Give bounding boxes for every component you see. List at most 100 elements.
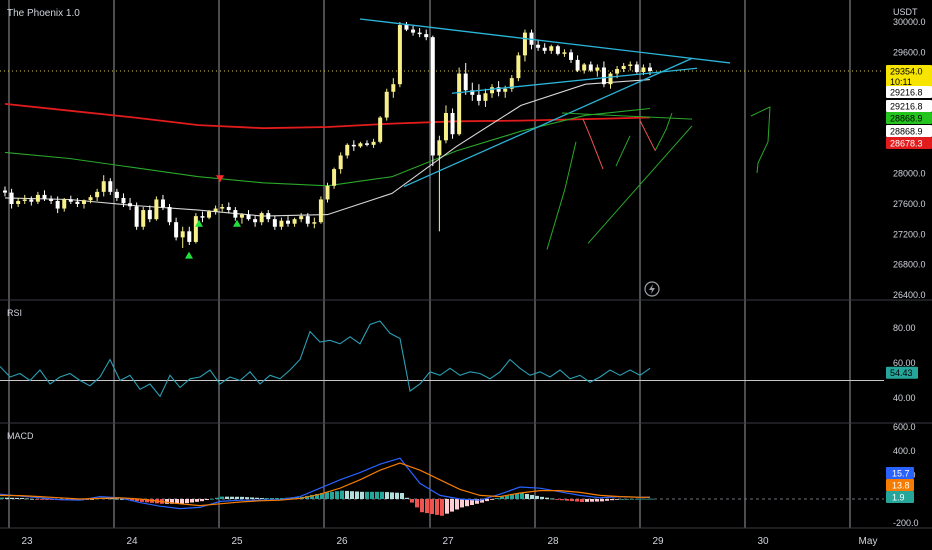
- macd-histogram-bar: [605, 499, 609, 501]
- macd-histogram-bar: [250, 497, 254, 499]
- x-tick-label: 24: [126, 536, 138, 547]
- x-tick-label: 26: [336, 536, 348, 547]
- macd-value-label: 13.8: [892, 481, 910, 491]
- macd-histogram-bar: [170, 499, 174, 504]
- candle-body: [476, 94, 481, 101]
- macd-histogram-bar: [460, 499, 464, 508]
- candle-body: [529, 32, 534, 45]
- candle-body: [141, 210, 146, 227]
- price-pane[interactable]: [0, 18, 884, 259]
- candle-body: [509, 78, 514, 89]
- macd-histogram-bar: [145, 499, 149, 503]
- candle-body: [391, 84, 396, 92]
- macd-histogram-bar: [280, 498, 284, 499]
- macd-histogram-bar: [120, 499, 124, 500]
- macd-histogram-bar: [535, 495, 539, 499]
- candle-body: [3, 190, 7, 193]
- candle-body: [305, 216, 310, 224]
- macd-histogram-bar: [175, 499, 179, 504]
- candle-body: [569, 52, 574, 60]
- pane-separators: [0, 299, 932, 529]
- macd-histogram-bar: [20, 498, 24, 499]
- macd-histogram-bar: [555, 499, 559, 500]
- macd-histogram-bar: [335, 491, 339, 499]
- replay-icon[interactable]: [644, 281, 660, 297]
- candle-body: [588, 64, 593, 71]
- macd-pane[interactable]: [0, 457, 884, 516]
- candle-body: [628, 64, 633, 66]
- candle-body: [397, 25, 402, 85]
- macd-histogram-bar: [470, 499, 474, 505]
- macd-histogram-bar: [240, 496, 244, 499]
- x-tick-label: 28: [547, 536, 559, 547]
- macd-histogram-bar: [370, 491, 374, 499]
- macd-histogram-bar: [345, 490, 349, 499]
- candle-body: [608, 73, 613, 85]
- macd-histogram-bar: [190, 499, 194, 503]
- candle-body: [437, 140, 442, 156]
- candle-body: [147, 210, 152, 220]
- macd-value-label: 1.9: [892, 493, 905, 503]
- candle-body: [312, 222, 317, 224]
- macd-histogram-bar: [115, 498, 119, 500]
- candle-body: [272, 219, 277, 227]
- candle-body: [160, 199, 165, 208]
- macd-histogram-bar: [585, 499, 589, 502]
- macd-histogram-bar: [450, 499, 454, 512]
- macd-histogram-bar: [5, 497, 9, 499]
- macd-histogram-bar: [110, 498, 114, 500]
- x-tick-label: 29: [652, 536, 664, 547]
- x-tick-label: 30: [757, 536, 769, 547]
- x-tick-label: 27: [442, 536, 454, 547]
- macd-histogram-bar: [410, 499, 414, 503]
- macd-histogram-bar: [210, 498, 214, 500]
- macd-histogram-bar: [220, 496, 224, 499]
- candle-body: [332, 169, 337, 186]
- sell-signal-marker: [216, 175, 224, 183]
- macd-histogram-bar: [180, 499, 184, 504]
- candle-body: [114, 191, 119, 198]
- candle-body: [555, 46, 560, 54]
- candle-body: [621, 65, 626, 70]
- rsi-value-box: [886, 366, 918, 379]
- candle-body: [180, 231, 185, 238]
- candle-body: [562, 52, 567, 54]
- candle-body: [95, 191, 100, 198]
- candle-body: [542, 47, 547, 51]
- price-label-box: [886, 86, 932, 98]
- macd-histogram-bar: [380, 491, 384, 499]
- rsi-title: RSI: [7, 308, 22, 318]
- macd-histogram-bar: [35, 499, 39, 500]
- price-tick-label: 26800.0: [893, 260, 926, 270]
- x-tick-label: 23: [21, 536, 33, 547]
- candle-body: [384, 91, 389, 118]
- rsi-tick-label: 80.00: [893, 323, 916, 333]
- price-label-value: 28868.9: [890, 127, 923, 137]
- candle-body: [450, 113, 455, 135]
- candle-body: [233, 210, 238, 218]
- macd-histogram-bar: [420, 499, 424, 513]
- price-label-box: [886, 112, 932, 124]
- candle-body: [536, 44, 541, 48]
- macd-histogram-bar: [570, 499, 574, 502]
- macd-histogram-bar: [630, 498, 634, 500]
- macd-histogram-bar: [600, 499, 604, 502]
- drawing-annotation: [546, 141, 577, 250]
- candle-body: [549, 46, 554, 51]
- candle-body: [582, 64, 587, 71]
- macd-histogram-bar: [405, 497, 409, 499]
- rsi-pane[interactable]: [0, 320, 884, 398]
- macd-histogram-bar: [395, 492, 399, 499]
- candle-body: [463, 73, 468, 91]
- macd-histogram-bar: [545, 497, 549, 499]
- candle-body: [239, 214, 244, 218]
- candle-body: [516, 55, 521, 79]
- macd-histogram-bar: [320, 493, 324, 499]
- candle-body: [490, 87, 495, 94]
- macd-histogram-bar: [620, 499, 624, 500]
- price-label-box: [886, 137, 932, 149]
- macd-histogram-bar: [480, 499, 484, 503]
- candle-body: [292, 219, 297, 224]
- signal-line: [0, 462, 650, 507]
